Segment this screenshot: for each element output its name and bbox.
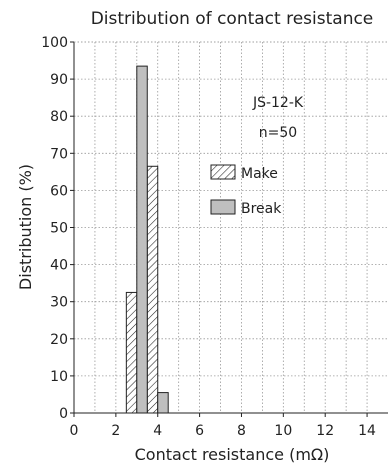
x-tick-label: 8 (237, 423, 246, 439)
tick-labels: 0 2 4 6 8 10 12 14 0 10 20 30 40 50 60 70 80 90 100 (41, 35, 376, 439)
y-tick-label: 60 (50, 183, 68, 199)
chart-title: Distribution of contact resistance (91, 9, 374, 29)
y-tick-label: 80 (50, 109, 68, 125)
x-axis-label: Contact resistance (mΩ) (135, 445, 330, 464)
y-tick-label: 100 (41, 35, 68, 51)
y-tick-label: 30 (50, 295, 68, 311)
bar-break (136, 65, 148, 414)
bar-make (146, 165, 159, 414)
legend-label-make: Make (241, 166, 278, 182)
x-tick-label: 0 (70, 423, 79, 439)
annotation-sample-size: n=50 (259, 125, 297, 141)
bar-make (125, 291, 138, 414)
legend-swatch-break (210, 199, 236, 215)
y-axis-label: Distribution (%) (16, 164, 35, 290)
x-tick-label: 4 (153, 423, 162, 439)
x-tick-label: 6 (195, 423, 204, 439)
grid (74, 41, 388, 413)
annotation-model: JS-12-K (252, 95, 304, 111)
bars (125, 65, 169, 414)
y-tick-label: 90 (50, 72, 68, 88)
y-tick-label: 10 (50, 369, 68, 385)
y-tick-label: 0 (59, 406, 68, 422)
y-tick-label: 20 (50, 332, 68, 348)
y-tick-label: 50 (50, 221, 68, 237)
legend-label-break: Break (241, 201, 282, 217)
x-tick-label: 10 (274, 423, 292, 439)
x-tick-label: 12 (316, 423, 334, 439)
legend: Make Break (210, 164, 282, 217)
y-tick-label: 40 (50, 258, 68, 274)
legend-swatch-make (210, 164, 236, 180)
y-tick-label: 70 (50, 146, 68, 162)
x-tick-label: 14 (358, 423, 376, 439)
x-tick-label: 2 (111, 423, 120, 439)
bar-break (157, 392, 169, 414)
